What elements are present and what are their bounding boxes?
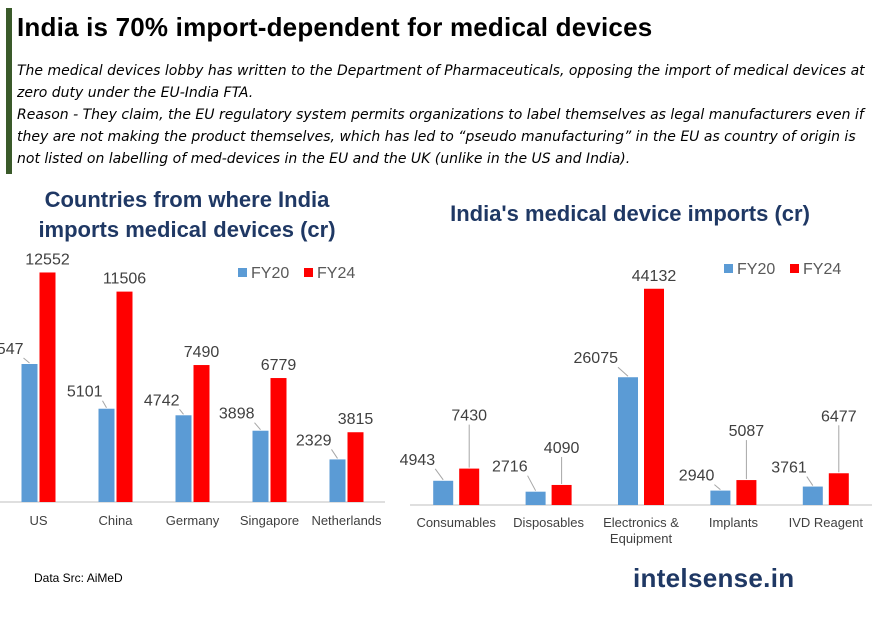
chart-title: India's medical device imports (cr) — [450, 201, 810, 226]
data-label-fy24-consumables: 7430 — [451, 408, 487, 425]
bar-fy24-singapore — [270, 378, 287, 502]
description-paragraph-2: Reason - They claim, the EU regulatory s… — [17, 107, 864, 167]
bar-fy24-consumables — [459, 468, 480, 505]
tick-label-electronics-equipment: Equipment — [610, 531, 673, 546]
bar-fy24-germany — [193, 365, 210, 502]
bar-fy20-germany — [175, 415, 192, 502]
legend-swatch-fy20 — [724, 264, 733, 273]
legend-label-fy20: FY20 — [737, 261, 775, 278]
leader-line-fy20-us — [23, 357, 30, 364]
bar-fy24-netherlands — [347, 432, 364, 502]
leader-line-fy20-disposables — [527, 475, 537, 491]
bar-fy20-implants — [710, 490, 731, 505]
data-label-fy24-electronics-equipment: 44132 — [632, 268, 677, 285]
tick-label-electronics-equipment: Electronics & — [603, 515, 679, 530]
data-label-fy20-netherlands: 2329 — [296, 432, 332, 449]
data-label-fy20-disposables: 2716 — [492, 459, 528, 476]
legend-label-fy24: FY24 — [317, 265, 355, 282]
leader-line-fy20-electronics-equipment — [617, 366, 629, 377]
data-label-fy20-us: 7547 — [0, 341, 24, 358]
leader-line-fy20-implants — [714, 484, 721, 490]
legend-swatch-fy24 — [790, 264, 799, 273]
data-label-fy20-singapore: 3898 — [219, 406, 255, 423]
tick-label-germany: Germany — [166, 513, 220, 528]
bar-fy24-electronics-equipment — [644, 288, 664, 505]
legend-swatch-fy24 — [304, 268, 313, 277]
data-label-fy20-germany: 4742 — [144, 392, 180, 409]
bar-fy20-netherlands — [329, 459, 346, 502]
accent-bar — [6, 8, 12, 174]
data-label-fy24-china: 11506 — [103, 271, 146, 288]
bar-fy24-us — [39, 272, 56, 502]
data-label-fy24-implants: 5087 — [729, 423, 765, 440]
data-label-fy20-consumables: 4943 — [400, 452, 436, 469]
bar-fy20-disposables — [525, 491, 546, 505]
tick-label-us: US — [29, 513, 47, 528]
data-label-fy20-electronics-equipment: 26075 — [574, 350, 619, 367]
chart-title: Countries from where India — [45, 187, 331, 212]
bar-fy20-electronics-equipment — [618, 377, 638, 505]
bar-fy20-china — [98, 408, 115, 502]
tick-label-netherlands: Netherlands — [311, 513, 382, 528]
data-label-fy24-germany: 7490 — [184, 344, 220, 361]
data-label-fy20-china: 5101 — [67, 384, 103, 401]
tick-label-disposables: Disposables — [513, 515, 584, 530]
data-label-fy20-ivd-reagent: 3761 — [771, 460, 807, 477]
tick-label-ivd-reagent: IVD Reagent — [789, 515, 864, 530]
tick-label-consumables: Consumables — [416, 515, 496, 530]
legend-swatch-fy20 — [238, 268, 247, 277]
leader-line-fy20-germany — [179, 408, 184, 415]
data-label-fy24-ivd-reagent: 6477 — [821, 408, 857, 425]
data-source: Data Src: AiMeD — [34, 571, 123, 585]
bar-fy20-singapore — [252, 430, 269, 502]
tick-label-singapore: Singapore — [240, 513, 299, 528]
countries-import-chart: Countries from where India imports medica… — [0, 187, 385, 528]
tick-label-implants: Implants — [709, 515, 759, 530]
data-label-fy20-implants: 2940 — [679, 468, 715, 485]
bar-fy24-implants — [736, 480, 757, 505]
chart-title: imports medical devices (cr) — [38, 217, 335, 242]
legend-label-fy20: FY20 — [251, 265, 289, 282]
bar-fy24-ivd-reagent — [828, 473, 849, 505]
data-label-fy24-disposables: 4090 — [544, 440, 580, 457]
page-title: India is 70% import-dependent for medica… — [17, 12, 653, 42]
leader-line-fy20-consumables — [434, 468, 444, 481]
bar-fy20-consumables — [433, 480, 454, 505]
tick-label-china: China — [99, 513, 134, 528]
category-import-chart: India's medical device imports (cr) 4943 7… — [400, 201, 872, 546]
leader-line-fy20-netherlands — [331, 449, 338, 459]
bar-fy20-ivd-reagent — [802, 486, 823, 505]
bar-fy24-china — [116, 291, 133, 502]
data-label-fy24-singapore: 6779 — [261, 357, 297, 374]
bar-fy24-disposables — [551, 484, 572, 505]
leader-line-fy20-china — [102, 400, 107, 408]
leader-line-fy20-ivd-reagent — [806, 476, 814, 486]
legend-label-fy24: FY24 — [803, 261, 841, 278]
brand-logo: intelsense.in — [633, 563, 795, 593]
description-paragraph-1: The medical devices lobby has written to… — [17, 63, 865, 101]
leader-line-fy20-singapore — [254, 422, 261, 431]
bar-fy20-us — [21, 363, 38, 502]
data-label-fy24-netherlands: 3815 — [338, 411, 374, 428]
data-label-fy24-us: 12552 — [25, 251, 70, 268]
